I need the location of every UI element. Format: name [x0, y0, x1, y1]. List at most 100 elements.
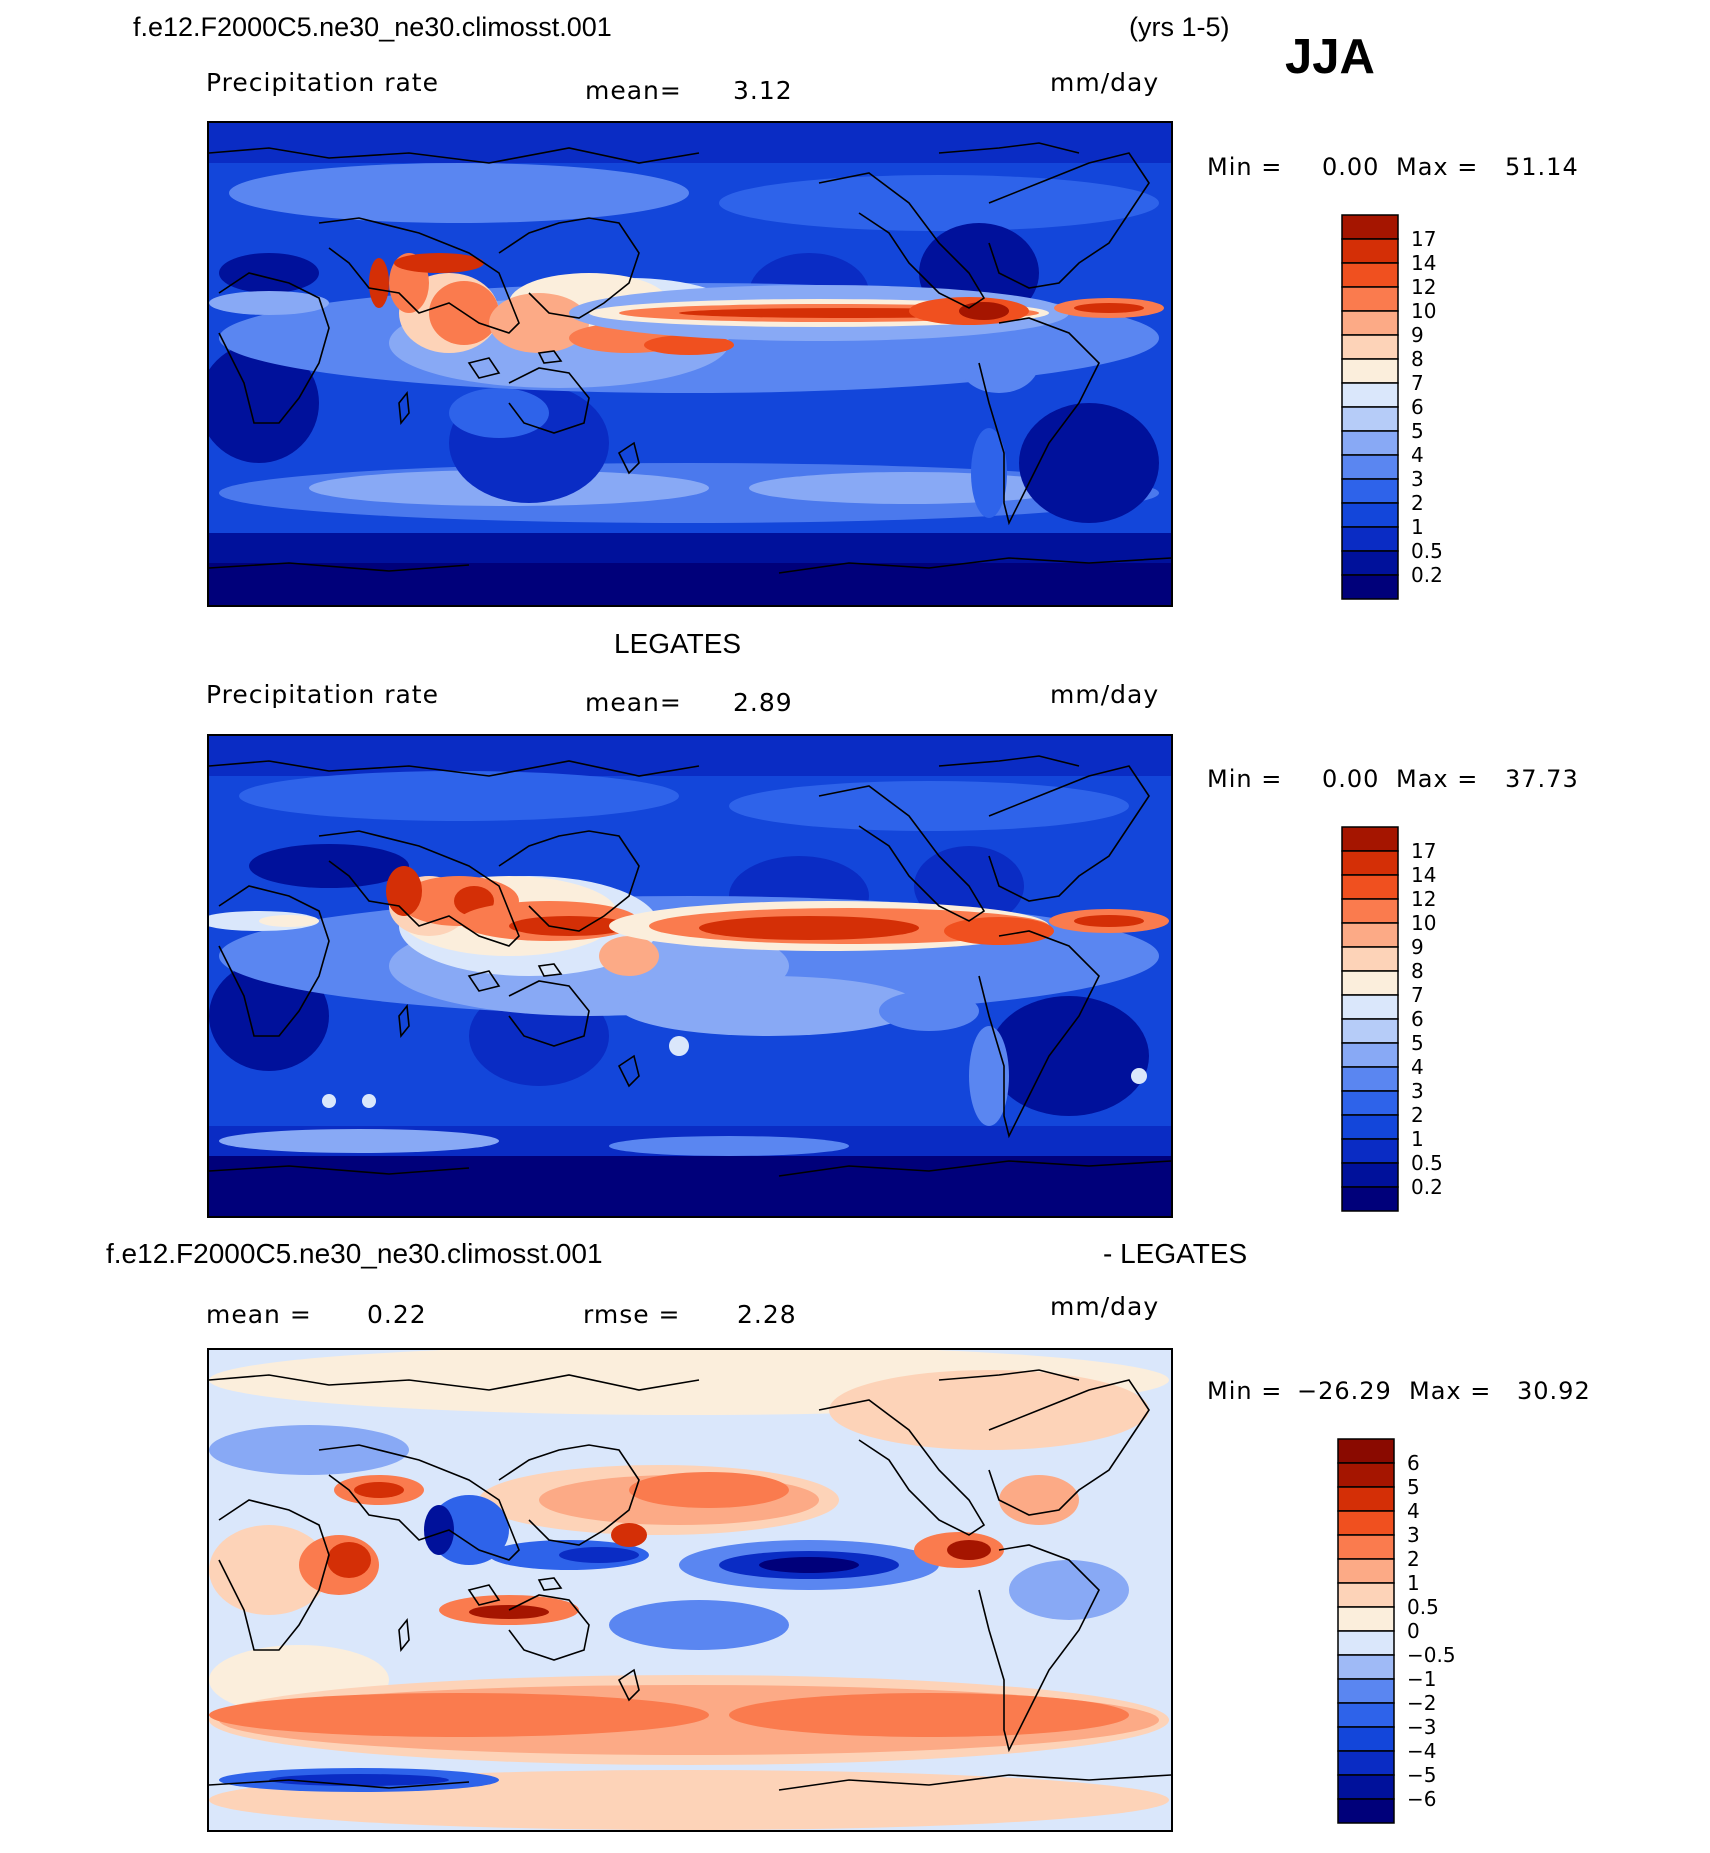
panel3-title: f.e12.F2000C5.ne30_ne30.climosst.001	[106, 1238, 603, 1269]
colorbar-level-label: 5	[1411, 1031, 1424, 1055]
colorbar-level-label: 4	[1411, 1055, 1424, 1079]
colorbar-swatch	[1341, 550, 1399, 576]
colorbar-swatch	[1337, 1678, 1395, 1704]
colorbar-swatch	[1337, 1462, 1395, 1488]
colorbar-level-label: −6	[1407, 1787, 1437, 1811]
colorbar-swatch	[1337, 1606, 1395, 1632]
colorbar-level-label: 9	[1411, 935, 1424, 959]
colorbar-level-label: 5	[1411, 419, 1424, 443]
colorbar-level-label: −0.5	[1407, 1643, 1456, 1667]
colorbar-level-label: 2	[1411, 491, 1424, 515]
season-label: JJA	[1285, 30, 1375, 84]
colorbar-level-label: 3	[1411, 1079, 1424, 1103]
panel1-max-label: Max =	[1396, 153, 1479, 181]
colorbar-level-label: −4	[1407, 1739, 1437, 1763]
colorbar-level-label: 0	[1407, 1619, 1420, 1643]
colorbar-swatch	[1341, 358, 1399, 384]
panel2-max-label: Max =	[1396, 765, 1479, 793]
colorbar-level-label: 5	[1407, 1475, 1420, 1499]
colorbar-swatch	[1341, 850, 1399, 876]
panel1-max-value: 51.14	[1505, 153, 1579, 181]
colorbar-level-label: 10	[1411, 911, 1437, 935]
colorbar-swatch	[1341, 454, 1399, 480]
colorbar-level-label: 1	[1407, 1571, 1420, 1595]
panel3-map	[207, 1348, 1173, 1832]
colorbar-level-label: 4	[1407, 1499, 1420, 1523]
panel3-colorbar: 6 5 4 3 2 1 0.5 0 −0.5 −1 −2 −3 −4 −5 −6	[1337, 1438, 1456, 1824]
colorbar-swatch	[1341, 406, 1399, 432]
panel1-field	[209, 123, 1171, 605]
colorbar-level-label: 0.2	[1411, 563, 1443, 587]
colorbar-level-label: 6	[1411, 1007, 1424, 1031]
colorbar-swatch	[1341, 1090, 1399, 1116]
colorbar-swatch	[1341, 970, 1399, 996]
colorbar-swatch	[1341, 382, 1399, 408]
panel3-max-label: Max =	[1409, 1377, 1492, 1405]
colorbar-swatch	[1337, 1486, 1395, 1512]
panel2-mean-value: 2.89	[733, 688, 793, 717]
colorbar-level-label: 0.5	[1411, 1151, 1443, 1175]
colorbar-level-label: 9	[1411, 323, 1424, 347]
colorbar-swatch	[1341, 214, 1399, 240]
colorbar-swatch	[1341, 874, 1399, 900]
colorbar-level-label: 3	[1407, 1523, 1420, 1547]
panel2-variable: Precipitation rate	[206, 680, 439, 709]
colorbar-swatch	[1341, 334, 1399, 360]
colorbar-level-label: −5	[1407, 1763, 1437, 1787]
panel3-max-value: 30.92	[1517, 1377, 1591, 1405]
colorbar-swatch	[1341, 526, 1399, 552]
panel3-units: mm/day	[1050, 1292, 1160, 1321]
colorbar-level-label: 2	[1407, 1547, 1420, 1571]
colorbar-level-label: 14	[1411, 251, 1437, 275]
colorbar-level-label: 7	[1411, 983, 1424, 1007]
panel3-title-suffix: - LEGATES	[1103, 1238, 1248, 1269]
colorbar-swatch	[1341, 922, 1399, 948]
panel2-max-value: 37.73	[1505, 765, 1579, 793]
colorbar-swatches	[1341, 214, 1399, 600]
colorbar-level-label: 2	[1411, 1103, 1424, 1127]
colorbar-swatch	[1341, 502, 1399, 528]
panel3-min-label: Min =	[1207, 1377, 1283, 1405]
colorbar-level-label: 4	[1411, 443, 1424, 467]
colorbar-swatch	[1341, 238, 1399, 264]
colorbar-level-label: 10	[1411, 299, 1437, 323]
panel1-units: mm/day	[1050, 68, 1160, 97]
colorbar-level-label: 3	[1411, 467, 1424, 491]
colorbar-swatches	[1337, 1438, 1395, 1824]
colorbar-level-label: 0.5	[1407, 1595, 1439, 1619]
colorbar-level-label: −2	[1407, 1691, 1437, 1715]
colorbar-level-label: 17	[1411, 227, 1437, 251]
colorbar-swatch	[1341, 262, 1399, 288]
colorbar-level-label: 0.2	[1411, 1175, 1443, 1199]
colorbar-swatch	[1341, 994, 1399, 1020]
colorbar-swatch	[1341, 898, 1399, 924]
panel2-min-value: 0.00	[1322, 765, 1380, 793]
colorbar-swatch	[1337, 1438, 1395, 1464]
colorbar-swatch	[1337, 1798, 1395, 1824]
panel1-min-value: 0.00	[1322, 153, 1380, 181]
years-label: (yrs 1-5)	[1129, 12, 1230, 42]
panel3-min-value: −26.29	[1297, 1377, 1392, 1405]
colorbar-swatch	[1337, 1750, 1395, 1776]
panel2-title: LEGATES	[614, 628, 742, 659]
panel2-colorbar: 17 14 12 10 9 8 7 6 5 4 3 2 1 0.5 0.2	[1341, 826, 1443, 1212]
colorbar-swatch	[1341, 1066, 1399, 1092]
panel2-mean-label: mean=	[585, 688, 682, 717]
panel2-units: mm/day	[1050, 680, 1160, 709]
panel3-mean-label: mean =	[206, 1300, 312, 1329]
panel1-mean-value: 3.12	[733, 76, 793, 105]
colorbar-level-label: −3	[1407, 1715, 1437, 1739]
colorbar-swatch	[1337, 1534, 1395, 1560]
colorbar-level-label: 0.5	[1411, 539, 1443, 563]
colorbar-swatch	[1341, 574, 1399, 600]
panel1-min-label: Min =	[1207, 153, 1283, 181]
colorbar-swatch	[1341, 946, 1399, 972]
colorbar-level-label: 1	[1411, 1127, 1424, 1151]
colorbar-level-label: 1	[1411, 515, 1424, 539]
colorbar-level-label: −1	[1407, 1667, 1437, 1691]
panel2-min-label: Min =	[1207, 765, 1283, 793]
panel1-map	[207, 121, 1173, 607]
colorbar-level-label: 7	[1411, 371, 1424, 395]
colorbar-swatch	[1341, 1162, 1399, 1188]
colorbar-swatches	[1341, 826, 1399, 1212]
